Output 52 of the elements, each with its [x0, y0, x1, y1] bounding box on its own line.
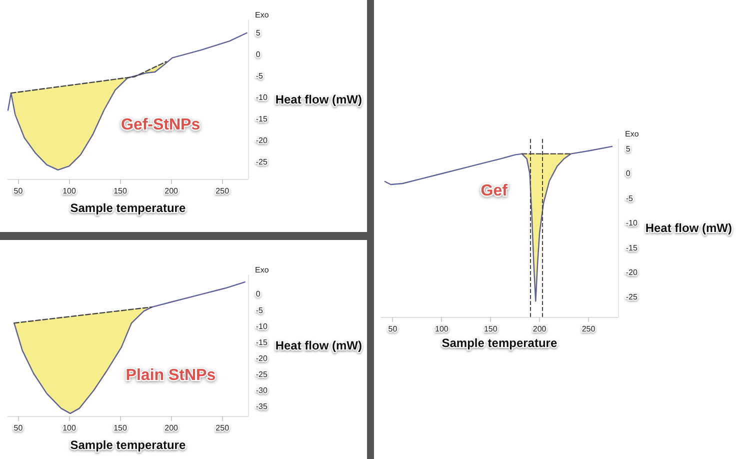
x-tick-label: 100 [435, 324, 449, 334]
y-tick-label: -20 [256, 354, 268, 363]
x-tick-label: 150 [484, 324, 498, 334]
x-tick-label: 100 [62, 186, 76, 196]
x-tick-label: 50 [14, 424, 24, 432]
x-tick-label: 150 [114, 186, 128, 196]
y-tick-label: -20 [256, 136, 268, 145]
y-tick-label: 0 [256, 290, 261, 299]
y-tick-label: -10 [256, 322, 268, 331]
y-axis-title: Heat flow (mW) [275, 92, 362, 106]
text: Plain StNPs [126, 366, 216, 384]
y-tick-label: -25 [256, 370, 268, 379]
x-tick-label: 200 [164, 424, 179, 432]
text: Exo [255, 10, 270, 20]
x-tick-label: 250 [582, 324, 596, 334]
y-tick-label: -15 [256, 114, 268, 124]
x-tick-label: 150 [114, 424, 128, 432]
y-tick-label: 0 [626, 169, 631, 178]
y-axis-title: Heat flow (mW) [275, 338, 362, 352]
y-tick-label: -5 [256, 306, 264, 315]
y-axis-title: Heat flow (mW) [645, 221, 732, 235]
y-tick-label: -5 [626, 194, 634, 203]
line-series [14, 281, 246, 414]
y-tick-label: 5 [626, 144, 631, 154]
y-tick-label: -20 [626, 268, 638, 277]
x-tick-label: 250 [216, 186, 230, 196]
y-tick-label: -30 [256, 386, 268, 395]
y-tick-label: 0 [256, 50, 261, 59]
x-tick-label: 50 [14, 186, 24, 196]
x-axis-title: Sample temperature [70, 200, 186, 215]
y-tick-label: -5 [256, 71, 264, 80]
x-tick-label: 200 [532, 324, 547, 334]
x-tick-label: 100 [62, 424, 76, 432]
line-series [384, 146, 613, 302]
y-tick-label: -25 [626, 292, 638, 302]
x-tick-label: 50 [388, 324, 398, 334]
y-tick-label: -10 [626, 218, 638, 228]
x-axis-title: Sample temperature [70, 438, 186, 452]
y-tick-label: -15 [626, 243, 638, 252]
x-tick-label: 200 [164, 186, 179, 196]
x-axis-title: Sample temperature [442, 336, 558, 350]
y-tick-label: -15 [256, 338, 268, 347]
y-tick-label: -25 [256, 157, 268, 166]
line-series [7, 32, 248, 171]
y-tick-label: -10 [256, 92, 268, 102]
y-tick-label: -35 [256, 402, 268, 411]
y-tick-label: 5 [256, 28, 261, 38]
x-tick-label: 250 [216, 424, 230, 432]
text: Exo [625, 130, 640, 138]
text: Gef-StNPs [121, 116, 200, 134]
text: Gef [480, 182, 508, 200]
text: Exo [255, 266, 270, 274]
